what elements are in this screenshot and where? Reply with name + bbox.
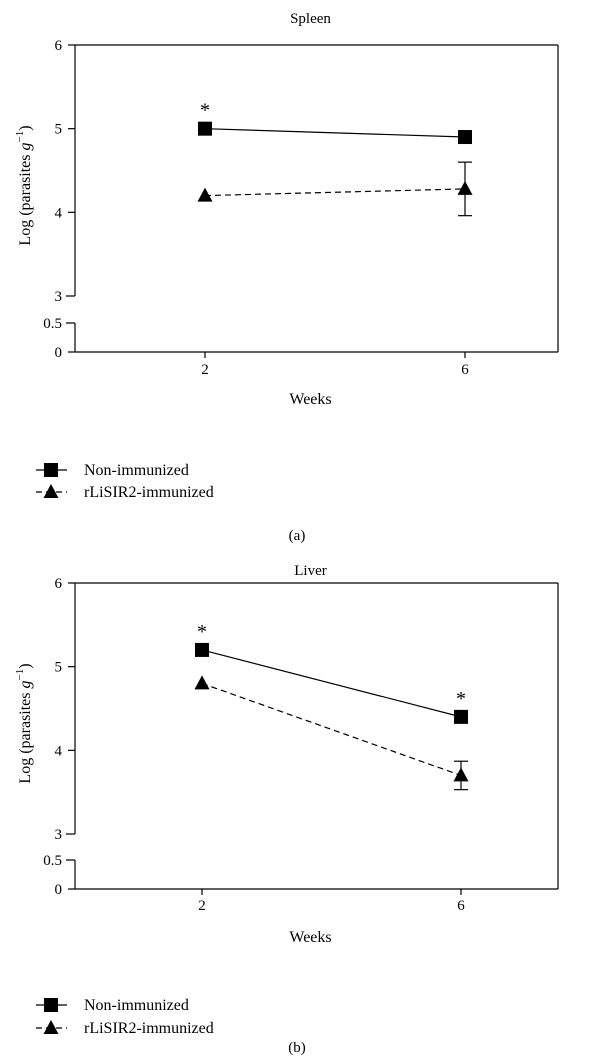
- significance-marker: *: [197, 621, 207, 643]
- y-tick-label: 6: [55, 576, 63, 592]
- y-axis-label-prefix: Log (parasites: [17, 688, 34, 783]
- x-tick-label: 2: [201, 362, 209, 378]
- y-axis-label: Log (parasites g−1): [14, 663, 34, 783]
- x-axis-label: Weeks: [289, 929, 331, 946]
- series-line-1: [204, 188, 466, 197]
- panel-label: (b): [288, 1040, 306, 1056]
- y-axis-label-unit: g: [17, 680, 34, 688]
- data-point-triangle: [194, 675, 210, 690]
- series-line-0: [204, 128, 466, 138]
- legend-triangle-marker: [43, 484, 59, 498]
- y-tick-label: 5: [55, 660, 63, 676]
- chart-title: Liver: [294, 563, 326, 579]
- y-tick-label: 0.5: [43, 853, 62, 869]
- legend-label: Non-immunized: [84, 997, 189, 1014]
- y-axis-label-unit: g: [17, 142, 34, 150]
- y-tick-label: 0: [55, 882, 63, 898]
- chart-panel-b: Liver 3 4 5 6 0 0.5 2 6 Weeks Log (parasites g−1) *…: [14, 563, 559, 1056]
- y-axis-label-prefix: Log (parasites: [17, 150, 34, 245]
- series-line-1: [201, 682, 462, 776]
- chart-panel-a: Spleen 3 4 5 6 0 0.5 2 6 Weeks Log (parasites g−1)…: [14, 11, 559, 544]
- series-line-0: [201, 649, 462, 718]
- y-tick-label: 0.5: [43, 316, 62, 332]
- y-tick-label: 5: [55, 122, 63, 138]
- legend-triangle-marker: [43, 1020, 59, 1034]
- data-point-triangle: [197, 187, 213, 202]
- x-tick-label: 2: [198, 898, 206, 914]
- y-tick-label: 4: [55, 205, 63, 221]
- legend-label: rLiSIR2-immunized: [84, 484, 214, 501]
- data-point-square: [454, 709, 468, 724]
- chart-title: Spleen: [290, 11, 331, 27]
- y-axis-label-exponent: −1: [14, 131, 26, 143]
- y-tick-label: 6: [55, 38, 63, 54]
- data-point-square: [458, 130, 472, 145]
- y-tick-label: 3: [55, 289, 63, 305]
- x-tick-label: 6: [457, 898, 465, 914]
- significance-marker: *: [200, 100, 210, 122]
- significance-marker: *: [456, 688, 466, 710]
- y-axis-label-suffix: ): [17, 125, 34, 130]
- data-point-square: [195, 642, 209, 657]
- y-axis-label-exponent: −1: [14, 669, 26, 681]
- y-tick-label: 4: [55, 743, 63, 759]
- x-tick-label: 6: [461, 362, 469, 378]
- legend-label: Non-immunized: [84, 462, 189, 479]
- legend-square-marker: [44, 998, 58, 1012]
- legend-square-marker: [44, 463, 58, 477]
- y-tick-label: 0: [55, 345, 63, 361]
- data-point-triangle: [453, 767, 469, 782]
- x-axis-label: Weeks: [289, 391, 331, 408]
- panel-label: (a): [289, 528, 306, 544]
- data-point-triangle: [457, 180, 473, 195]
- y-tick-label: 3: [55, 827, 63, 843]
- data-point-square: [198, 121, 212, 136]
- y-axis-label-suffix: ): [17, 663, 34, 668]
- legend-label: rLiSIR2-immunized: [84, 1020, 214, 1037]
- y-axis-label: Log (parasites g−1): [14, 125, 34, 245]
